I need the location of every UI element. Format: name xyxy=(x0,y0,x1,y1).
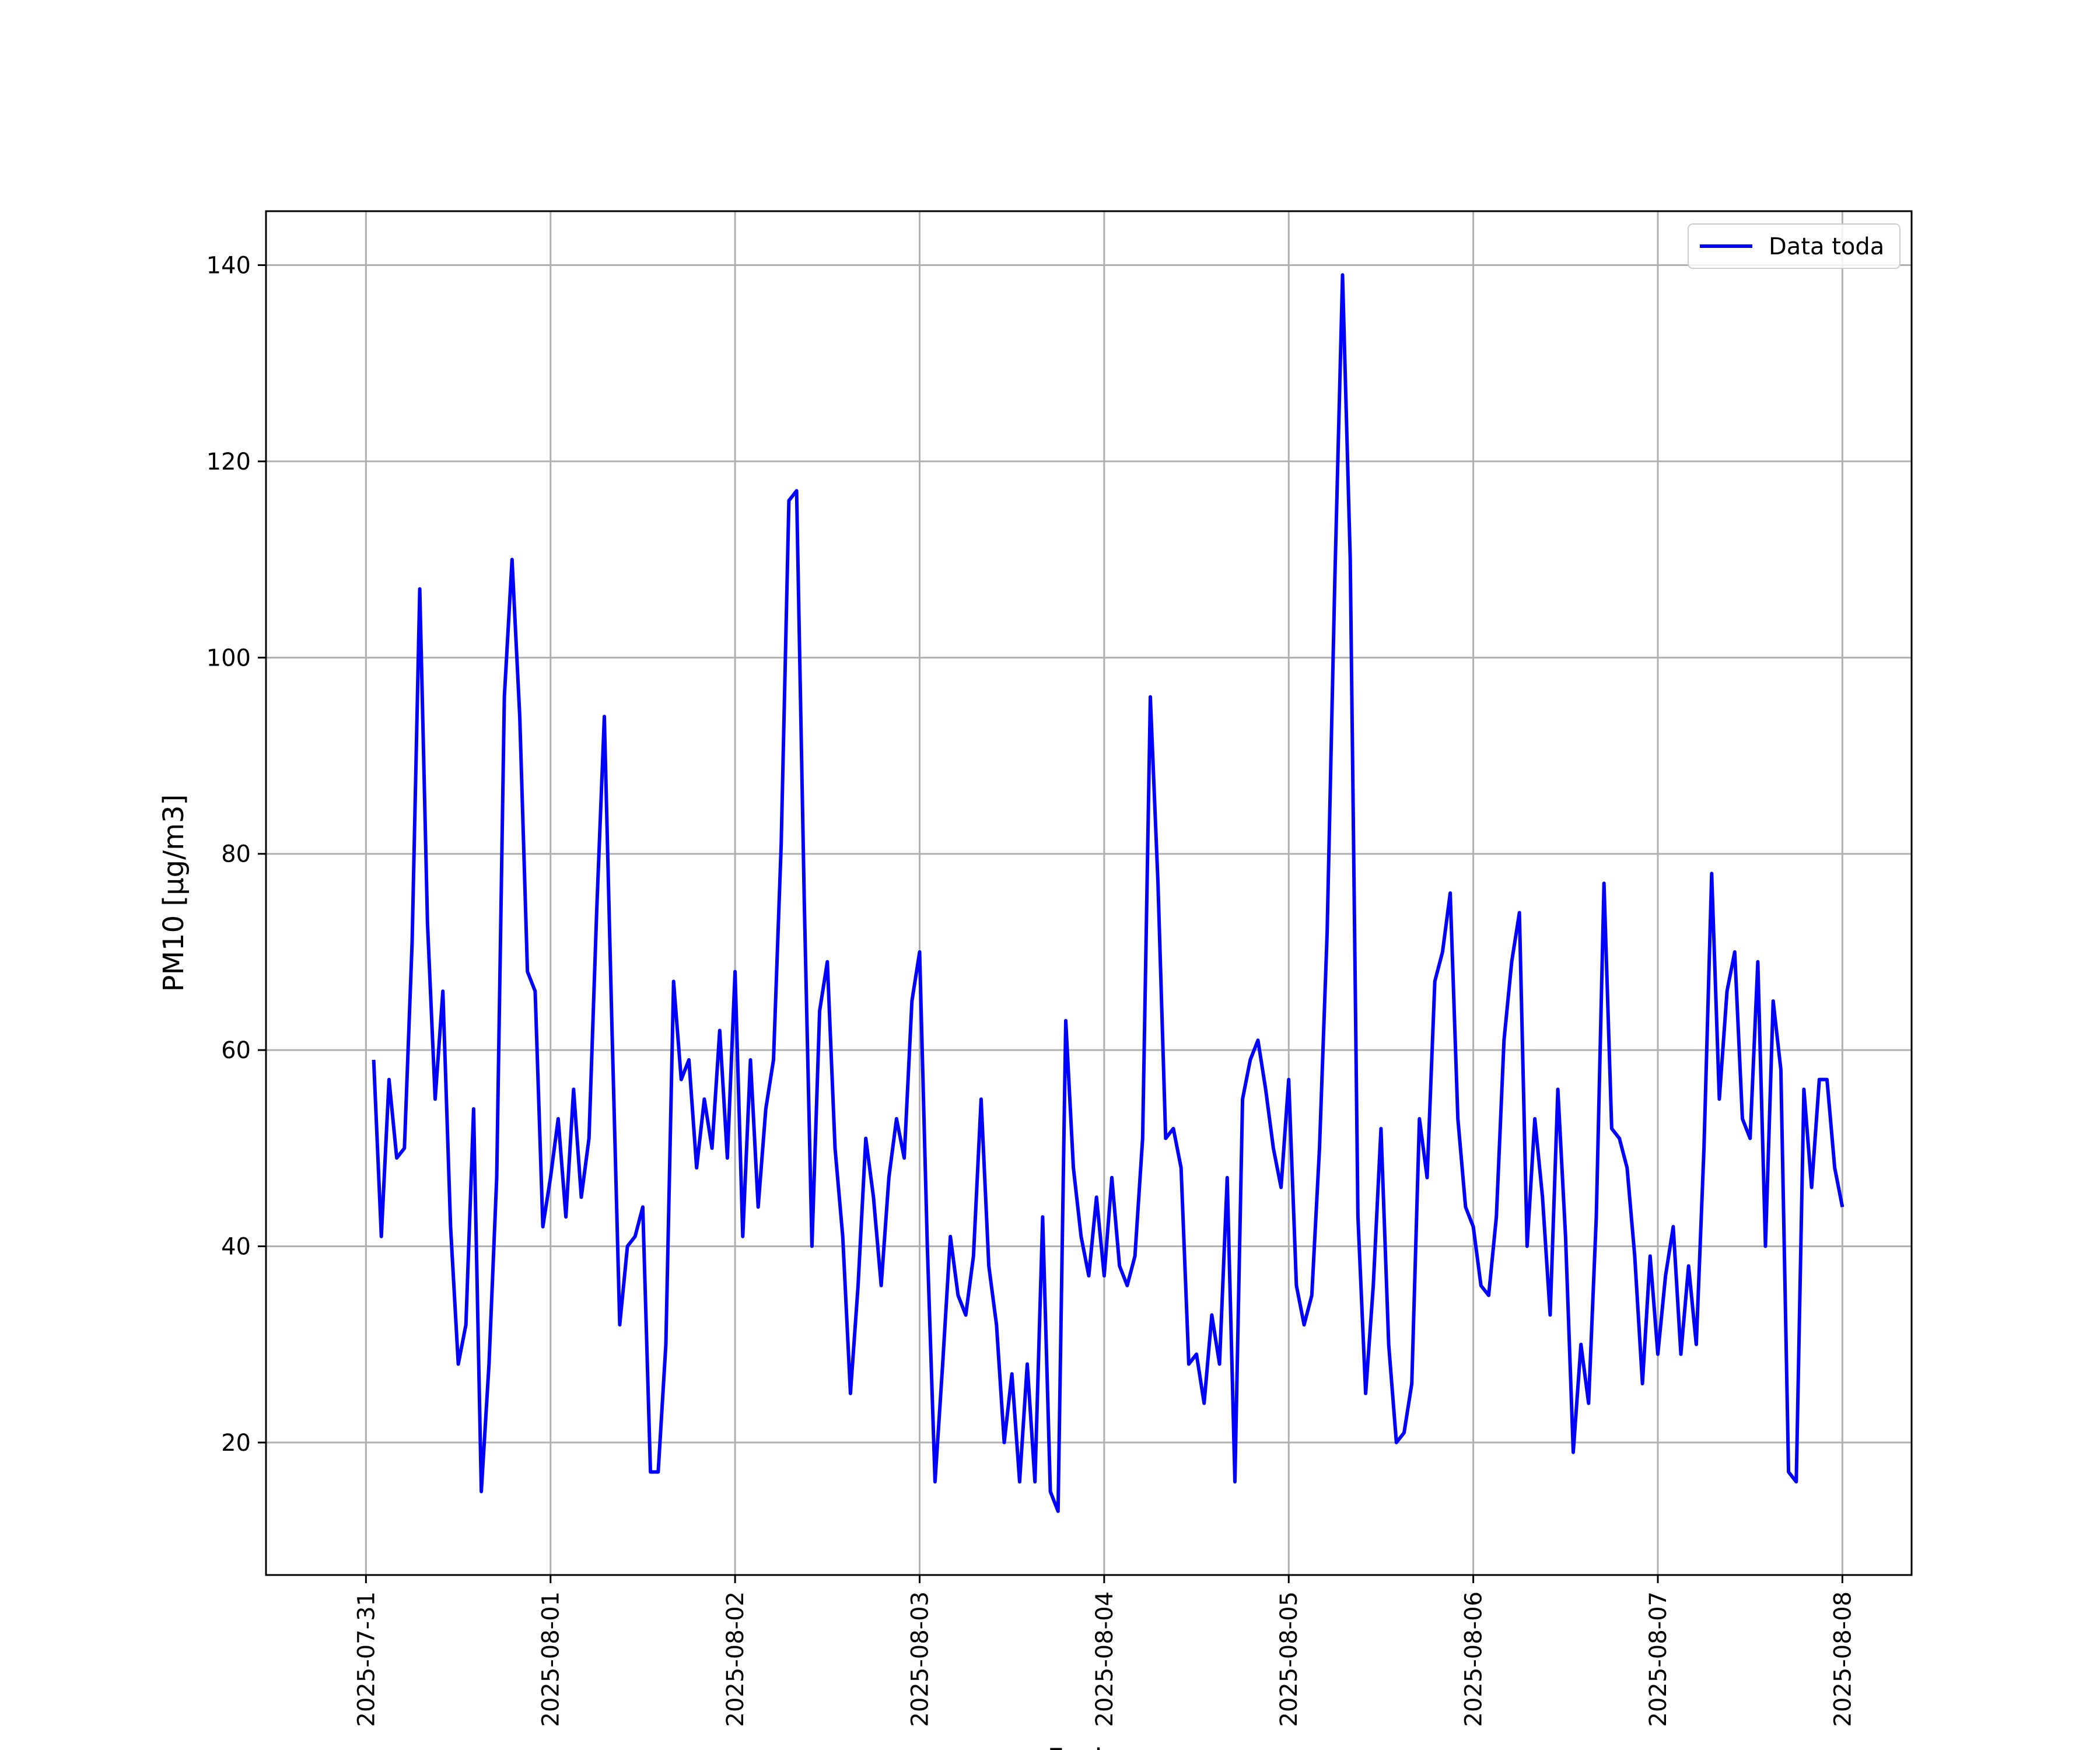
y-tick-label: 20 xyxy=(221,1430,251,1457)
x-tick-label: 2025-08-06 xyxy=(1461,1591,1488,1727)
x-axis-label: Fecha xyxy=(1048,1743,1130,1750)
y-axis-label: PM10 [μg/m3] xyxy=(158,794,190,992)
y-tick-label: 120 xyxy=(206,449,251,475)
legend: Data toda xyxy=(1688,223,1901,269)
plot-frame xyxy=(265,210,1913,1576)
legend-label: Data toda xyxy=(1769,233,1884,260)
grid-lines xyxy=(266,211,1912,1575)
x-tick-label: 2025-08-01 xyxy=(538,1591,565,1727)
x-tick-label: 2025-07-31 xyxy=(353,1591,380,1727)
series-line-data-toda xyxy=(372,273,1845,1513)
x-axis: 2025-07-31 2025-08-01 2025-08-02 2025-08-03… xyxy=(353,1575,1856,1727)
y-tick-label: 40 xyxy=(221,1234,251,1261)
series-layer xyxy=(372,273,1845,1513)
y-axis: 20 40 60 80 100 120 140 xyxy=(206,253,266,1457)
y-tick-label: 140 xyxy=(206,253,251,279)
x-tick-label: 2025-08-02 xyxy=(722,1591,749,1727)
x-tick-label: 2025-08-07 xyxy=(1645,1591,1672,1727)
x-tick-label: 2025-08-08 xyxy=(1829,1591,1856,1727)
y-tick-label: 60 xyxy=(221,1037,251,1064)
x-tick-label: 2025-08-04 xyxy=(1091,1591,1118,1727)
x-tick-label: 2025-08-03 xyxy=(907,1591,933,1727)
legend-box xyxy=(1688,223,1901,269)
x-tick-label: 2025-08-05 xyxy=(1276,1591,1303,1727)
y-tick-label: 100 xyxy=(206,645,251,671)
y-tick-label: 80 xyxy=(221,841,251,868)
